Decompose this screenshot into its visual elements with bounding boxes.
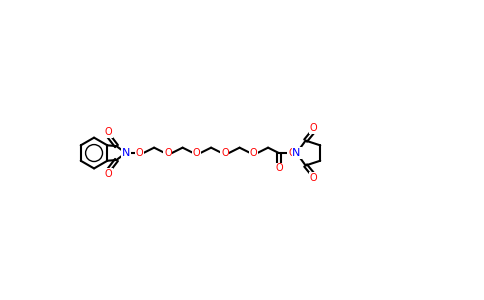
Text: O: O xyxy=(309,173,317,183)
Text: O: O xyxy=(104,169,112,179)
Text: N: N xyxy=(121,148,130,158)
Text: O: O xyxy=(221,148,229,158)
Text: O: O xyxy=(288,148,296,158)
Text: N: N xyxy=(292,148,301,158)
Text: O: O xyxy=(164,148,172,158)
Text: O: O xyxy=(250,148,257,158)
Text: O: O xyxy=(136,148,143,158)
Text: O: O xyxy=(104,127,112,137)
Text: O: O xyxy=(193,148,200,158)
Text: O: O xyxy=(309,123,317,133)
Text: O: O xyxy=(275,164,283,173)
